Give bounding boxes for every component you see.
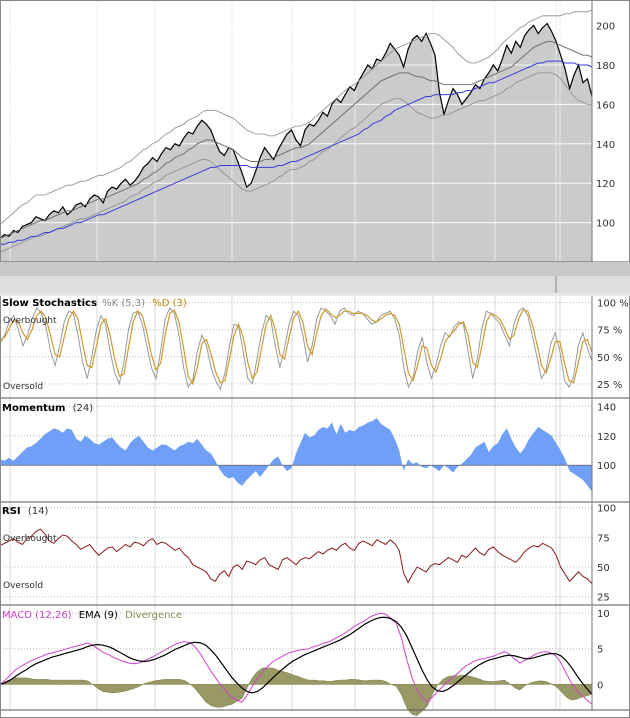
- rsi-tick-100: 100: [597, 504, 616, 515]
- macd-tick-10: 10: [597, 609, 610, 620]
- divergence-legend: Divergence: [125, 610, 182, 621]
- data-series: [0, 9, 593, 716]
- series-divergence: [0, 667, 593, 716]
- momentum-tick-100: 100: [597, 461, 616, 472]
- momentum-params: (24): [73, 403, 94, 414]
- price-tick-200: 200: [596, 22, 615, 33]
- svg-text:Slow Stochastics %K (5: Slow Stochastics %K (5,3) %D (3): [2, 298, 187, 309]
- momentum-tick-120: 120: [597, 432, 616, 443]
- stochastics-k-legend: %K (5,3): [102, 298, 145, 309]
- momentum-title-text: Momentum: [2, 403, 65, 414]
- rsi-tick-75: 75: [597, 533, 610, 544]
- series-upper-band: [0, 9, 593, 225]
- series-lower-band: [0, 72, 592, 253]
- svg-text:Momentum (24): Momentum (24): [2, 403, 93, 414]
- price-tick-120: 120: [596, 179, 615, 190]
- rsi-title: RSI (14) Overbought Oversold: [2, 506, 57, 591]
- stochastics-title: Slow Stochastics %K (5,3) %D (3) Overbou…: [2, 298, 187, 392]
- series-close: [0, 22, 593, 239]
- momentum-tick-140: 140: [597, 402, 616, 413]
- series-rsi: [0, 528, 593, 585]
- macd-tick-0: 0: [597, 680, 603, 691]
- svg-text:RSI (14): RSI (14): [2, 506, 48, 517]
- stoch-tick-75: 75 %: [597, 326, 622, 337]
- price-tick-180: 180: [596, 61, 615, 72]
- series-ema: [0, 616, 593, 695]
- date-axis: AprJunJulAugSepOctNovDecJan 2007 2008: [0, 262, 630, 296]
- series-macd: [0, 612, 593, 705]
- series-middle: [0, 40, 593, 239]
- price-area-fill: [0, 23, 592, 262]
- stochastics-d-legend: %D (3): [152, 298, 187, 309]
- stochastics-oversold-label: Oversold: [3, 382, 43, 392]
- svg-text:MACD (12,26) EMA (9): MACD (12,26) EMA (9) Divergence: [2, 610, 182, 621]
- axis-spacer: [0, 293, 630, 296]
- ema-legend: EMA (9): [79, 610, 118, 621]
- stoch-tick-100: 100 %: [597, 299, 629, 310]
- series-stoch-k: [0, 306, 593, 391]
- year-strip: [0, 276, 630, 293]
- macd-legend: MACD (12,26): [2, 610, 72, 621]
- stoch-tick-25: 25 %: [597, 380, 622, 391]
- price-tick-100: 100: [596, 219, 615, 230]
- rsi-oversold-label: Oversold: [3, 581, 43, 591]
- rsi-tick-50: 50: [597, 563, 610, 574]
- macd-tick-5: 5: [597, 645, 603, 656]
- series-stoch-d: [0, 308, 593, 386]
- rsi-params: (14): [28, 506, 49, 517]
- stochastics-overbought-label: Overbought: [3, 316, 57, 326]
- price-tick-160: 160: [596, 100, 615, 111]
- macd-title: MACD (12,26) EMA (9) Divergence: [2, 610, 182, 621]
- rsi-title-text: RSI: [2, 506, 21, 517]
- series-momentum: [0, 418, 592, 492]
- momentum-title: Momentum (24): [2, 403, 93, 414]
- month-strip: [0, 262, 630, 276]
- rsi-tick-25: 25: [597, 593, 610, 604]
- panel-bg-1: [0, 296, 630, 398]
- panel-bg-4: [0, 606, 630, 710]
- series-moving-average: [0, 60, 593, 245]
- stochastics-title-text: Slow Stochastics: [2, 298, 97, 309]
- rsi-overbought-label: Overbought: [3, 534, 57, 544]
- stoch-tick-50: 50 %: [597, 353, 622, 364]
- price-tick-140: 140: [596, 140, 615, 151]
